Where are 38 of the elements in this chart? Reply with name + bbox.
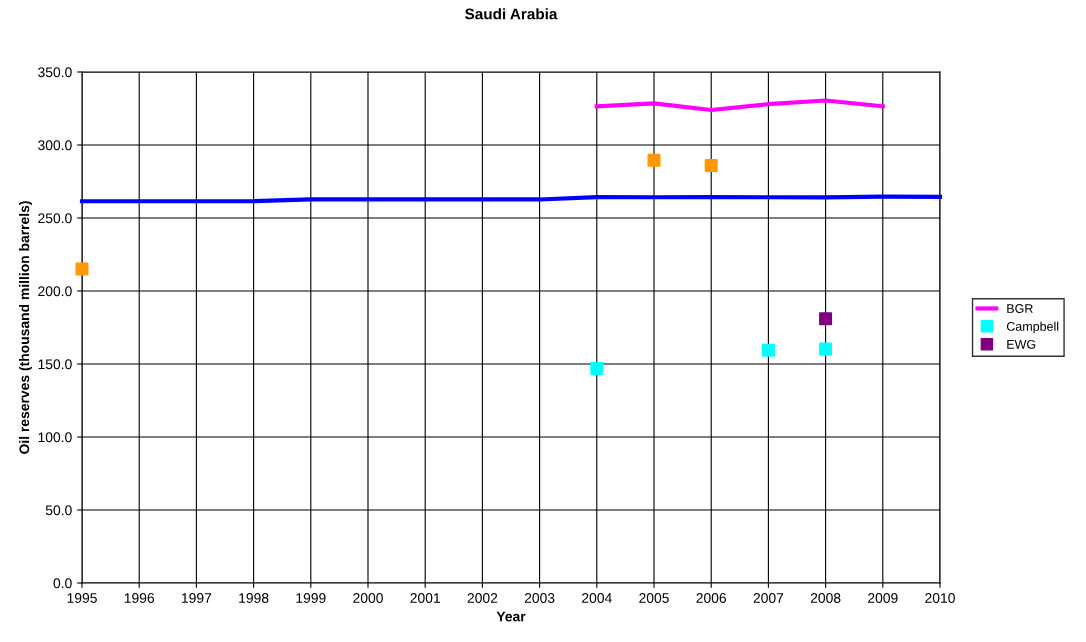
chart-title: Saudi Arabia (465, 8, 558, 20)
point (75, 262, 89, 276)
y-tick-label: 50.0 (45, 505, 72, 516)
point (704, 158, 718, 172)
point (761, 343, 775, 357)
y-tick-label: 0.0 (53, 578, 72, 589)
x-tick-label: 2010 (925, 593, 955, 603)
x-tick-label: 1999 (296, 593, 326, 603)
legend-label: BGR (1007, 304, 1033, 313)
x-tick-label: 2005 (639, 593, 669, 603)
x-tick-label: 2002 (467, 593, 498, 603)
line-series (594, 98, 885, 113)
x-tick-label: 2009 (868, 593, 898, 603)
y-axis-title: Oil reserves (thousand million barrels) (19, 201, 32, 454)
x-axis-title: Year (496, 611, 526, 622)
point (819, 342, 833, 356)
x-tick-label: 1995 (67, 593, 97, 603)
legend-label: Campbell (1006, 321, 1059, 334)
y-tick-label: 200.0 (38, 286, 72, 297)
y-tick-label: 100.0 (38, 432, 72, 443)
point (590, 361, 604, 375)
y-tick-label: 150.0 (38, 359, 72, 370)
point (819, 312, 833, 326)
x-tick-label: 2003 (524, 593, 555, 603)
x-tick-label: 1998 (239, 593, 269, 603)
x-tick-label: 2006 (696, 593, 727, 603)
x-tick-label: 1997 (182, 593, 212, 603)
x-tick-label: 2007 (753, 593, 784, 603)
x-tick-label: 2004 (582, 593, 612, 603)
y-tick-label: 250.0 (38, 213, 72, 224)
legend-label: EWG (1007, 339, 1036, 349)
y-tick-label: 300.0 (38, 140, 72, 151)
x-tick-label: 2001 (410, 593, 440, 603)
x-tick-label: 2008 (810, 593, 841, 603)
point (647, 153, 661, 167)
x-tick-label: 2000 (353, 593, 383, 603)
x-tick-label: 1996 (124, 593, 155, 603)
y-tick-label: 350.0 (38, 67, 72, 78)
